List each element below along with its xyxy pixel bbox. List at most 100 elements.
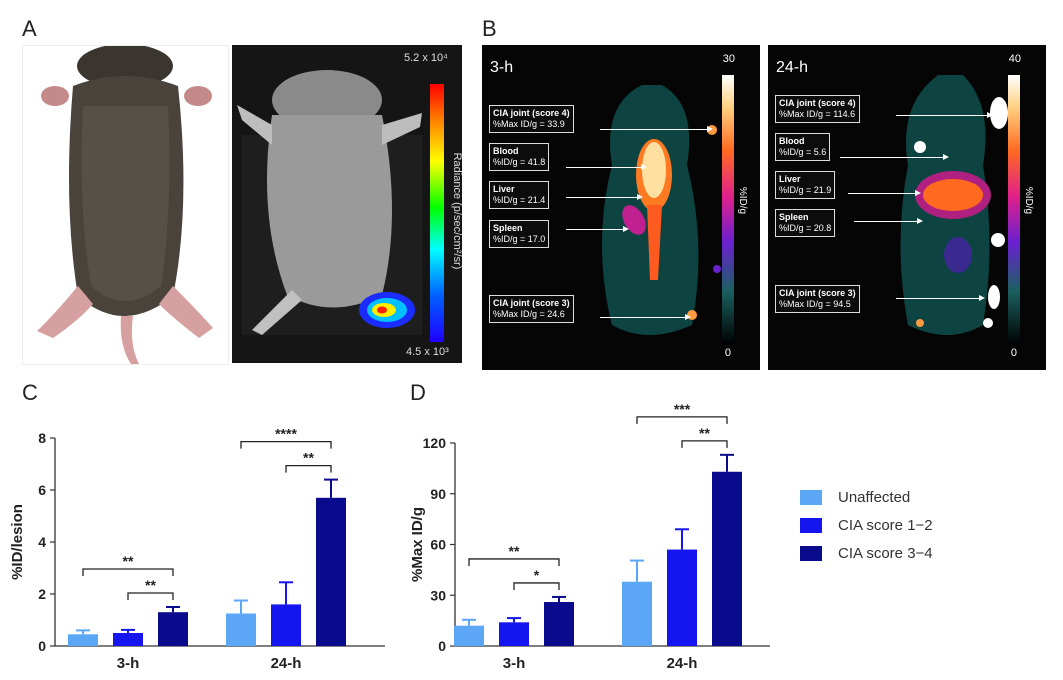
pet-3h-label-cia-score3: CIA joint (score 3) %Max ID/g = 24.6 [489, 295, 574, 323]
legend-swatch-unaffected [800, 489, 822, 505]
pet-24h-time-label: 24-h [776, 59, 809, 76]
label-value: %ID/g = 21.4 [493, 195, 546, 205]
label-title: Liver [779, 174, 801, 184]
panel-label-d: D [410, 380, 426, 405]
bli-colorbar-axis-label: Radiance (p/sec/cm²/sr) [451, 152, 463, 270]
chart-c-bar [226, 613, 256, 646]
pet-24h-colorbar-min: 0 [1010, 347, 1017, 359]
chart-c-y-tick-label: 2 [38, 586, 46, 602]
chart-c-significance-label: ** [303, 450, 314, 466]
pet-3h-colorbar-min: 0 [724, 347, 731, 359]
label-value: %ID/g = 41.8 [493, 157, 546, 167]
pet-3h-arrow-liver [566, 194, 643, 200]
legend-item-unaffected: Unaffected [800, 483, 933, 511]
pet-3h-label-liver: Liver %ID/g = 21.4 [489, 181, 550, 209]
pet-24h-label-spleen: Spleen %ID/g = 20.8 [775, 209, 836, 237]
pet-image-24h: 24-h 40 0 %ID/g CIA joint (score 4) %Max… [768, 45, 1046, 370]
chart-d-significance-label: ** [699, 425, 710, 441]
label-value: %Max ID/g = 114.6 [779, 109, 856, 119]
pet-24h-arrow-cia-score3 [896, 295, 985, 301]
chart-d-bar [667, 549, 697, 646]
chart-d-bar [544, 602, 574, 646]
pet-24h-colorbar-max: 40 [1008, 53, 1021, 65]
chart-d-significance-bracket [468, 558, 560, 566]
chart-c-significance-label: ** [123, 553, 134, 569]
pet-24h-arrow-spleen [854, 218, 923, 224]
bioluminescence-image [232, 45, 462, 363]
pet-3h-label-cia-score4: CIA joint (score 4) %Max ID/g = 33.9 [489, 105, 574, 133]
chart-c-y-tick-label: 6 [38, 482, 46, 498]
chart-d-bar [712, 471, 742, 646]
chart-d-y-tick-label: 90 [430, 486, 446, 502]
pet-3h-label-spleen: Spleen %ID/g = 17.0 [489, 220, 550, 248]
pet-3h-time-label: 3-h [490, 59, 514, 76]
chart-c-bar [271, 604, 301, 646]
chart-d-significance-label: * [534, 567, 540, 583]
bli-colorbar [430, 84, 444, 342]
legend-label-unaffected: Unaffected [838, 488, 911, 506]
chart-d-significance-bracket [636, 416, 728, 424]
label-title: CIA joint (score 4) [779, 98, 856, 108]
pet-24h-colorbar-axis-label: %ID/g [1022, 186, 1034, 215]
label-value: %ID/g = 5.6 [779, 147, 827, 157]
chart-d-significance-bracket [513, 582, 560, 590]
label-title: Spleen [493, 223, 523, 233]
pet-24h-label-blood: Blood %ID/g = 5.6 [775, 133, 831, 161]
chart-c-y-tick-label: 4 [38, 534, 46, 550]
label-title: CIA joint (score 3) [779, 288, 856, 298]
pet-3h-arrow-cia-score4 [600, 126, 713, 132]
pet-3h-label-blood: Blood %ID/g = 41.8 [489, 143, 550, 171]
label-value: %Max ID/g = 33.9 [493, 119, 565, 129]
pet-24h-arrow-blood [840, 154, 949, 160]
pet-3h-arrow-spleen [566, 226, 629, 232]
chart-d-x-tick-label: 24-h [667, 655, 698, 672]
chart-d-y-tick-label: 0 [438, 638, 446, 654]
legend-item-score34: CIA score 3−4 [800, 539, 933, 567]
chart-d-significance-bracket [681, 440, 728, 448]
legend-label-score34: CIA score 3−4 [838, 544, 933, 562]
chart-d-y-axis-label: %Max ID/g [409, 507, 426, 582]
pet-24h-drawing [900, 75, 1008, 335]
label-value: %ID/g = 17.0 [493, 234, 546, 244]
pet-3h-colorbar-axis-label: %ID/g [736, 186, 748, 215]
legend: Unaffected CIA score 1−2 CIA score 3−4 [800, 483, 933, 567]
label-title: CIA joint (score 3) [493, 298, 570, 308]
bli-colorbar-max: 5.2 x 10⁴ [404, 52, 448, 64]
label-title: Spleen [779, 212, 809, 222]
panel-label-a: A [22, 16, 37, 41]
label-title: Liver [493, 184, 515, 194]
chart-c-significance-bracket [82, 568, 174, 576]
mouse-photo-drawing [37, 44, 213, 364]
chart-c-x-tick-label: 3-h [117, 655, 140, 672]
legend-item-score12: CIA score 1−2 [800, 511, 933, 539]
chart-c-bar [68, 634, 98, 646]
pet-24h-label-cia-score3: CIA joint (score 3) %Max ID/g = 94.5 [775, 285, 860, 313]
chart-c-y-tick-label: 0 [38, 638, 46, 654]
label-title: Blood [493, 146, 519, 156]
chart-d-bar [622, 581, 652, 646]
chart-c-significance-bracket [285, 464, 332, 473]
chart-c-significance-bracket [240, 440, 332, 449]
pet-24h-colorbar [1008, 75, 1020, 345]
chart-c-significance-label: ** [145, 577, 156, 593]
legend-label-score12: CIA score 1−2 [838, 516, 933, 534]
chart-c-significance-label: **** [275, 426, 297, 442]
pet-3h-colorbar-max: 30 [722, 53, 735, 65]
label-title: CIA joint (score 4) [493, 108, 570, 118]
pet-3h-arrow-cia-score3 [600, 314, 691, 320]
chart-d-y-tick-label: 120 [423, 435, 447, 451]
bli-mouse-drawing [237, 70, 422, 335]
chart-d-y-tick-label: 60 [430, 537, 446, 553]
chart-d-significance-label: ** [509, 543, 520, 559]
chart-c-y-axis-label: %ID/lesion [9, 504, 26, 580]
pet-3h-arrow-blood [566, 164, 647, 170]
chart-c-x-tick-label: 24-h [271, 655, 302, 672]
bli-colorbar-min: 4.5 x 10³ [406, 346, 449, 358]
label-value: %Max ID/g = 24.6 [493, 309, 565, 319]
pet-24h-label-liver: Liver %ID/g = 21.9 [775, 171, 836, 199]
legend-swatch-score34 [800, 545, 822, 561]
pet-3h-colorbar [722, 75, 734, 345]
pet-3h-drawing [602, 85, 721, 335]
